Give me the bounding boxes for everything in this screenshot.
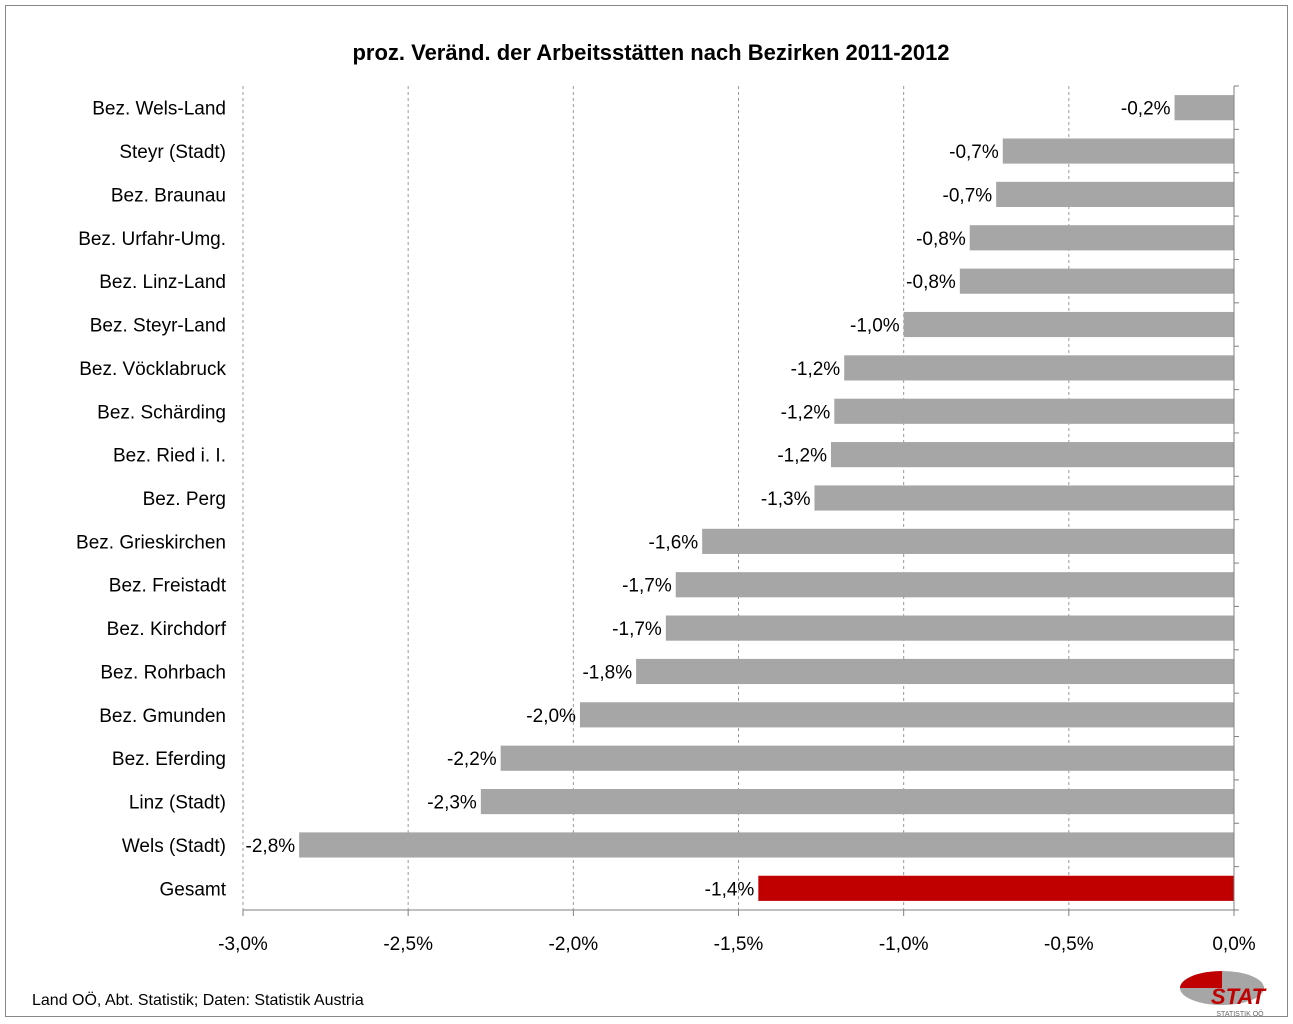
bar [844, 355, 1234, 381]
x-tick-label: -3,0% [218, 934, 268, 955]
data-label: -0,7% [949, 142, 999, 163]
data-label: -1,7% [622, 576, 672, 597]
x-tick-label: -1,0% [879, 934, 929, 955]
bar [834, 398, 1234, 424]
data-label: -1,2% [791, 359, 841, 380]
category-label: Bez. Grieskirchen [76, 532, 226, 553]
bar [480, 789, 1235, 815]
category-label: Bez. Freistadt [109, 576, 227, 597]
category-label: Bez. Gmunden [99, 706, 226, 727]
category-labels: Bez. Wels-Land Steyr (Stadt) Bez. Braunau B… [76, 99, 227, 901]
bars [299, 95, 1235, 901]
bar [903, 311, 1234, 338]
category-label: Bez. Steyr-Land [90, 316, 226, 337]
data-labels: -0,2% -0,7% -0,7% -0,8% -0,8% -1,0% -1,2% -1,2%… [246, 99, 1171, 901]
x-tick-label: -0,5% [1044, 934, 1094, 955]
data-label: -1,2% [781, 402, 831, 423]
category-label: Bez. Rohrbach [100, 662, 226, 683]
category-label: Bez. Schärding [97, 402, 226, 423]
category-label: Bez. Eferding [112, 749, 226, 770]
x-axis: -3,0% -2,5% -2,0% -1,5% -1,0% -0,5% 0,0% [218, 85, 1256, 955]
data-label: -1,6% [649, 532, 699, 553]
source-note: Land OÖ, Abt. Statistik; Daten: Statisti… [32, 992, 364, 1009]
category-label: Gesamt [159, 879, 226, 900]
bar [814, 485, 1234, 511]
category-label: Bez. Kirchdorf [107, 619, 227, 640]
data-label: -0,8% [916, 229, 966, 250]
logo-text: STAT [1211, 984, 1267, 1009]
category-label: Bez. Perg [143, 489, 226, 510]
data-label: -2,2% [447, 749, 497, 770]
bar [969, 225, 1234, 251]
data-label: -1,2% [777, 446, 827, 467]
data-label: -1,8% [582, 662, 632, 683]
bar [665, 615, 1234, 641]
logo-subtext: STATISTIK OÖ [1216, 1010, 1264, 1018]
bar [758, 875, 1234, 901]
category-label: Bez. Braunau [111, 185, 226, 206]
category-label: Bez. Ried i. I. [113, 446, 226, 467]
x-tick-label: -1,5% [714, 934, 764, 955]
bar [299, 832, 1234, 858]
category-label: Linz (Stadt) [129, 793, 226, 814]
bar [830, 442, 1234, 468]
x-tick-label: -2,5% [383, 934, 433, 955]
bar [579, 702, 1234, 728]
bar [675, 572, 1234, 598]
stat-logo: STAT STATISTIK OÖ [1180, 971, 1267, 1018]
data-label: -2,0% [526, 706, 576, 727]
bar [1174, 95, 1234, 121]
data-label: -1,4% [705, 879, 755, 900]
bar [636, 658, 1234, 685]
data-label: -1,3% [761, 489, 811, 510]
data-label: -0,7% [943, 185, 993, 206]
bar [1002, 138, 1234, 164]
chart-title: proz. Veränd. der Arbeitsstätten nach Be… [352, 40, 949, 65]
bar [996, 181, 1234, 207]
bar [702, 528, 1234, 554]
bar [959, 268, 1234, 294]
data-label: -0,8% [906, 272, 956, 293]
bar [500, 745, 1234, 771]
data-label: -0,2% [1121, 99, 1171, 120]
x-tick-label: 0,0% [1212, 934, 1255, 955]
category-label: Bez. Wels-Land [92, 99, 226, 120]
data-label: -1,7% [612, 619, 662, 640]
gridlines [242, 86, 1070, 910]
logo-slice-red [1180, 971, 1222, 988]
data-label: -2,3% [427, 793, 477, 814]
x-tick-label: -2,0% [549, 934, 599, 955]
category-label: Bez. Vöcklabruck [79, 359, 226, 380]
category-label: Wels (Stadt) [122, 836, 226, 857]
category-label: Bez. Urfahr-Umg. [78, 229, 226, 250]
category-label: Bez. Linz-Land [99, 272, 226, 293]
data-label: -1,0% [850, 316, 900, 337]
data-label: -2,8% [246, 836, 296, 857]
category-label: Steyr (Stadt) [119, 142, 226, 163]
